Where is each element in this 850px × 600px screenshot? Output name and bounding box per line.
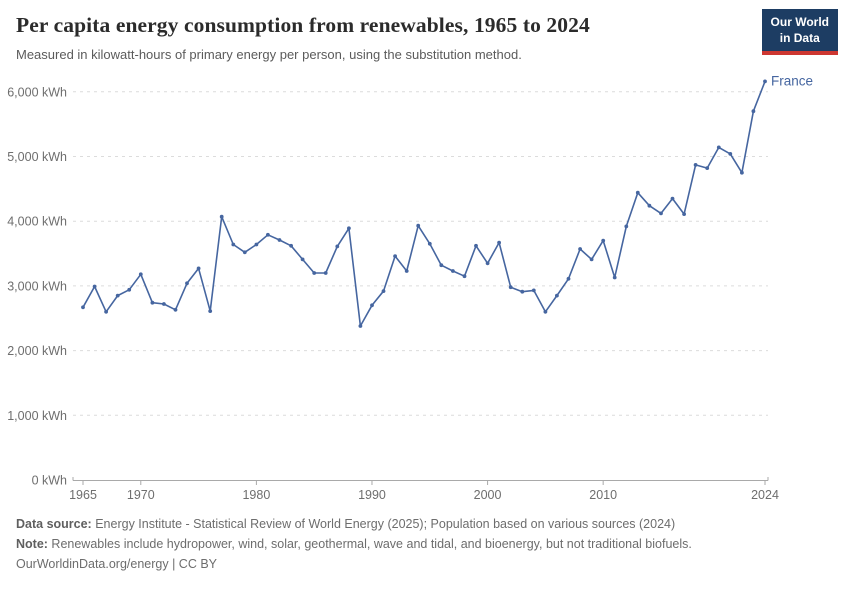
data-point[interactable] — [647, 203, 652, 208]
data-point[interactable] — [508, 285, 513, 290]
data-point[interactable] — [670, 196, 675, 201]
data-point[interactable] — [427, 241, 432, 246]
data-point[interactable] — [474, 243, 478, 248]
data-point[interactable] — [635, 190, 640, 195]
data-point[interactable] — [127, 287, 132, 292]
data-point[interactable] — [439, 263, 444, 268]
data-point[interactable] — [728, 152, 733, 156]
data-point[interactable] — [555, 293, 559, 298]
license-line[interactable]: OurWorldinData.org/energy | CC BY — [16, 557, 218, 571]
data-point[interactable] — [520, 289, 525, 294]
data-point[interactable] — [92, 284, 97, 289]
line-chart-canvas[interactable]: 0 kWh 1,000 kWh 2,000 kWh 3,000 kWh 4,000 kW… — [0, 68, 850, 510]
data-point[interactable] — [497, 240, 501, 245]
x-axis: 1965 1970 1980 1990 2000 2010 2024 — [69, 477, 779, 502]
data-point[interactable] — [219, 214, 224, 219]
data-point[interactable] — [705, 166, 710, 170]
data-point[interactable] — [300, 257, 305, 262]
owid-logo-line1: Our World — [770, 15, 829, 29]
data-point[interactable] — [462, 274, 467, 279]
x-axis-tick-label: 1990 — [358, 488, 386, 502]
data-point[interactable] — [601, 238, 606, 243]
x-axis-tick-label: 1970 — [127, 488, 155, 502]
data-point[interactable] — [682, 212, 686, 217]
data-point[interactable] — [242, 250, 247, 255]
x-axis-tick-label: 2024 — [751, 488, 779, 502]
data-point[interactable] — [358, 324, 363, 328]
data-point[interactable] — [323, 271, 328, 275]
data-point[interactable] — [312, 271, 317, 275]
y-axis-tick-label: 2,000 kWh — [7, 344, 67, 358]
data-point[interactable] — [543, 309, 548, 314]
owid-logo-line2: in Data — [779, 30, 820, 45]
x-axis-tick-label: 1980 — [242, 488, 270, 502]
y-axis-tick-label: 5,000 kWh — [7, 150, 67, 164]
data-point[interactable] — [150, 300, 155, 305]
note-text: Renewables include hydropower, wind, sol… — [47, 537, 692, 551]
data-point[interactable] — [185, 281, 189, 286]
data-point[interactable] — [624, 224, 629, 229]
y-axis-tick-label: 0 kWh — [32, 474, 67, 488]
chart-subtitle: Measured in kilowatt-hours of primary en… — [16, 47, 522, 62]
data-point[interactable] — [404, 269, 409, 273]
data-point[interactable] — [485, 261, 490, 266]
chart-header: Per capita energy consumption from renew… — [0, 0, 850, 62]
data-point[interactable] — [370, 303, 374, 308]
x-axis-tick-label: 2000 — [474, 488, 502, 502]
page-title: Per capita energy consumption from renew… — [16, 13, 590, 37]
data-point[interactable] — [763, 79, 767, 84]
data-point[interactable] — [266, 232, 270, 237]
data-source-text: Energy Institute - Statistical Review of… — [91, 517, 676, 531]
y-gridlines: 0 kWh 1,000 kWh 2,000 kWh 3,000 kWh 4,000 kW… — [7, 85, 768, 488]
data-point[interactable] — [578, 247, 582, 251]
note-label: Note: — [16, 537, 48, 551]
data-point[interactable] — [612, 275, 617, 280]
chart-area: 0 kWh 1,000 kWh 2,000 kWh 3,000 kWh 4,000 kW… — [0, 68, 850, 510]
data-point[interactable] — [115, 293, 120, 298]
owid-logo[interactable]: Our World in Data — [761, 9, 838, 56]
data-point[interactable] — [289, 243, 293, 248]
data-point[interactable] — [335, 244, 340, 249]
data-point[interactable] — [81, 305, 85, 310]
chart-footer: Data source: Energy Institute - Statisti… — [0, 514, 850, 574]
data-point[interactable] — [751, 109, 756, 114]
data-point[interactable] — [138, 272, 143, 277]
y-axis-tick-label: 1,000 kWh — [7, 409, 67, 423]
data-source-line: Data source: Energy Institute - Statisti… — [16, 514, 834, 534]
data-point[interactable] — [208, 309, 213, 313]
data-point[interactable] — [104, 309, 108, 314]
data-point[interactable] — [566, 276, 571, 281]
y-axis-tick-label: 6,000 kWh — [7, 85, 67, 99]
data-point[interactable] — [393, 254, 397, 258]
data-point[interactable] — [173, 307, 178, 312]
data-point[interactable] — [716, 145, 721, 150]
note-line: Note: Renewables include hydropower, win… — [16, 534, 834, 554]
data-point[interactable] — [162, 302, 166, 306]
data-point[interactable] — [451, 269, 455, 273]
data-point[interactable] — [231, 242, 236, 247]
data-points — [81, 79, 767, 328]
y-axis-tick-label: 4,000 kWh — [7, 215, 67, 229]
x-axis-tick-label: 1965 — [69, 488, 97, 502]
data-point[interactable] — [416, 223, 421, 228]
data-point[interactable] — [254, 242, 259, 247]
data-point[interactable] — [277, 238, 282, 242]
data-point[interactable] — [196, 266, 201, 271]
data-line[interactable] — [82, 81, 766, 327]
data-point[interactable] — [589, 257, 594, 262]
series-end-label[interactable]: France — [771, 73, 813, 88]
data-point[interactable] — [531, 288, 536, 293]
y-axis-tick-label: 3,000 kWh — [7, 279, 67, 293]
data-point[interactable] — [693, 163, 698, 167]
data-point[interactable] — [347, 226, 351, 231]
data-point[interactable] — [740, 170, 744, 175]
data-source-label: Data source: — [16, 517, 92, 531]
data-point[interactable] — [381, 289, 386, 293]
x-axis-tick-label: 2010 — [589, 488, 617, 502]
data-point[interactable] — [659, 211, 663, 216]
